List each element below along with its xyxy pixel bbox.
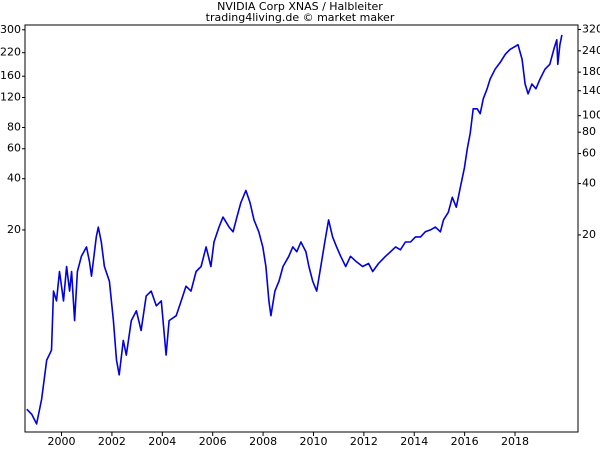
y-tick-label: 120: [0, 91, 21, 104]
y2-tick-label: 320: [582, 22, 600, 35]
y-tick-label: 40: [7, 172, 21, 185]
y-tick-label: 20: [7, 223, 21, 236]
y-tick-label: 300: [0, 23, 21, 36]
y-tick-label: 160: [0, 69, 21, 82]
y2-tick-label: 140: [582, 84, 600, 97]
y-tick-label: 80: [7, 120, 21, 133]
y2-tick-label: 100: [582, 109, 600, 122]
x-tick-label: 2000: [48, 435, 76, 448]
x-tick-label: 2006: [199, 435, 227, 448]
x-tick-label: 2010: [299, 435, 327, 448]
y2-tick-label: 60: [582, 147, 596, 160]
chart-title: NVIDIA Corp XNAS / Halbleiter: [217, 0, 383, 13]
y-tick-label: 60: [7, 142, 21, 155]
x-tick-label: 2004: [148, 435, 176, 448]
price-line: [26, 34, 563, 425]
x-tick-label: 2008: [249, 435, 277, 448]
y2-tick-label: 240: [582, 44, 600, 57]
y-tick-label: 220: [0, 46, 21, 59]
y2-tick-label: 80: [582, 125, 596, 138]
x-tick-label: 2002: [98, 435, 126, 448]
y2-tick-label: 180: [582, 65, 600, 78]
x-tick-label: 2012: [350, 435, 378, 448]
chart-subtitle: trading4living.de © market maker: [206, 11, 395, 24]
x-tick-label: 2014: [400, 435, 428, 448]
plot-frame: [24, 24, 579, 433]
y2-tick-label: 20: [582, 228, 596, 241]
x-tick-label: 2018: [501, 435, 529, 448]
y2-tick-label: 40: [582, 177, 596, 190]
x-tick-label: 2016: [451, 435, 479, 448]
